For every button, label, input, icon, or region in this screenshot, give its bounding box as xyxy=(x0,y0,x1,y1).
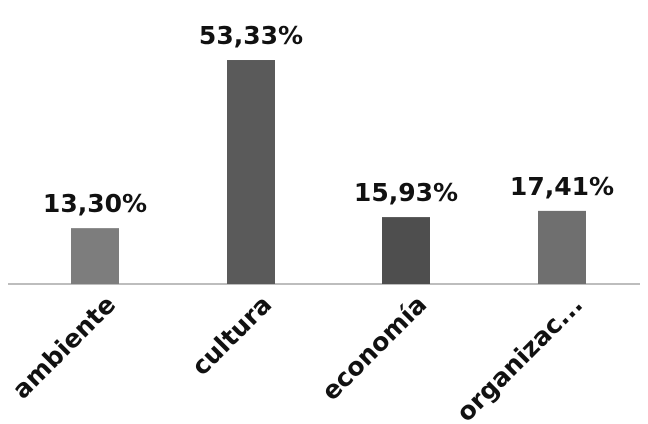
category-label-2: economía xyxy=(316,290,432,406)
bar-3 xyxy=(538,210,586,284)
data-label-3: 17,41% xyxy=(510,172,614,201)
data-label-1: 53,33% xyxy=(199,21,303,50)
bar-0 xyxy=(71,228,119,284)
category-label-1: cultura xyxy=(186,290,277,381)
category-label-0: ambiente xyxy=(7,290,122,405)
bars-group xyxy=(71,60,586,284)
bar-1 xyxy=(227,60,275,284)
data-labels-group: 13,30% 53,33% 15,93% 17,41% xyxy=(43,21,614,218)
category-labels-group: ambiente cultura economía organizac... xyxy=(7,290,589,424)
bar-2 xyxy=(382,217,430,284)
data-label-0: 13,30% xyxy=(43,189,147,218)
category-label-3: organizac... xyxy=(451,290,588,424)
data-label-2: 15,93% xyxy=(354,178,458,207)
